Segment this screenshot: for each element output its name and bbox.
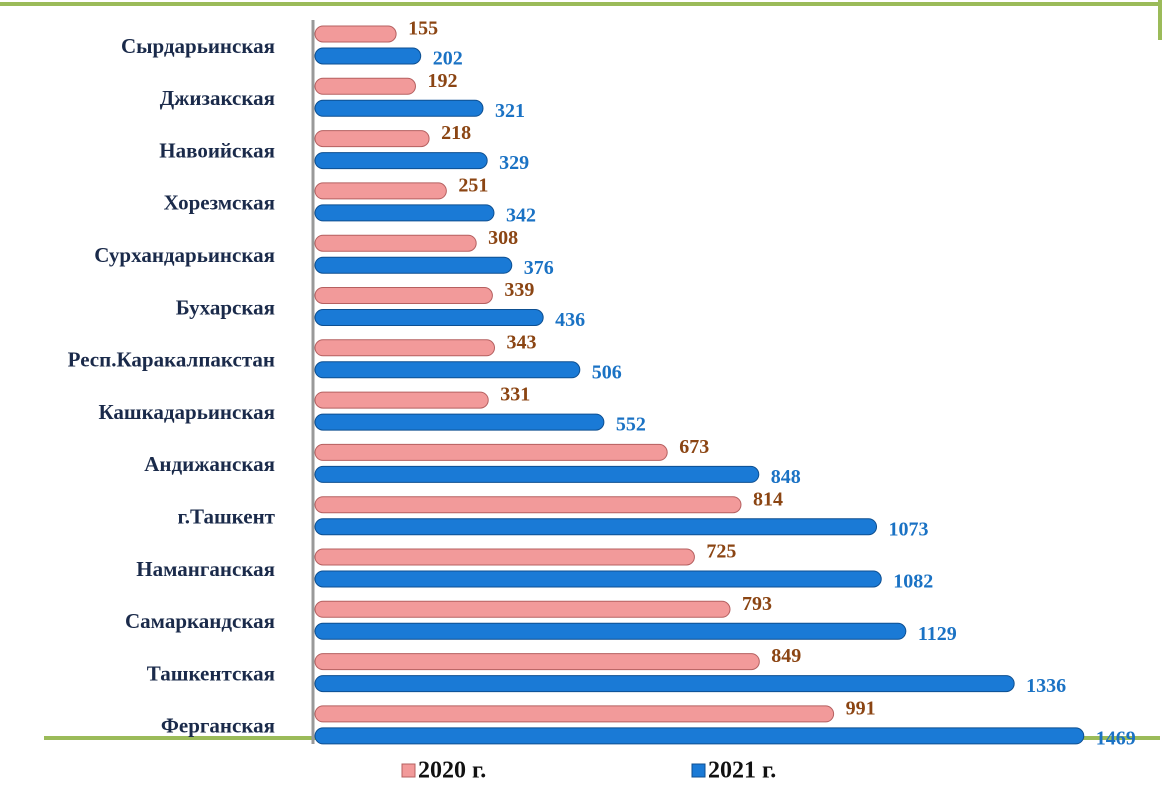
bar	[314, 653, 760, 671]
bar	[314, 77, 416, 95]
value-label: 1073	[889, 518, 929, 540]
value-label: 1129	[918, 623, 957, 645]
bar	[314, 25, 397, 43]
legend-swatch	[691, 763, 706, 778]
value-label: 1336	[1026, 675, 1066, 697]
legend-swatch	[401, 763, 416, 778]
bar	[314, 391, 489, 409]
value-label: 506	[592, 361, 622, 383]
bar	[314, 204, 495, 222]
value-label: 1469	[1096, 727, 1136, 749]
bar	[314, 465, 760, 483]
category-label: Джизакская	[160, 86, 275, 110]
category-label: Андижанская	[144, 452, 275, 476]
bar	[314, 309, 544, 326]
value-label: 991	[846, 697, 876, 719]
value-label: 251	[458, 174, 488, 196]
value-label: 321	[495, 100, 525, 122]
bar	[314, 705, 835, 723]
bar	[314, 182, 447, 200]
bar	[314, 339, 496, 357]
value-label: 848	[771, 466, 801, 488]
value-label: 436	[555, 309, 585, 331]
category-label: Ферганская	[161, 714, 275, 738]
value-label: 202	[433, 48, 463, 70]
bar	[314, 234, 477, 252]
bar	[314, 443, 668, 461]
category-label: Респ.Каракалпакстан	[68, 348, 275, 372]
legend-label: 2021 г.	[708, 758, 776, 784]
category-label: Сырдарьинская	[121, 34, 275, 58]
value-label: 308	[488, 227, 518, 249]
bar	[314, 99, 484, 117]
value-label: 793	[742, 593, 772, 615]
category-label: Сурхандарьинская	[94, 243, 275, 267]
bar	[314, 256, 513, 274]
value-label: 342	[506, 204, 536, 226]
bar	[314, 130, 430, 148]
value-label: 725	[706, 541, 736, 563]
bar	[314, 287, 493, 304]
value-label: 1082	[893, 571, 933, 593]
bar	[314, 727, 1085, 745]
bar	[314, 518, 878, 536]
category-label: Навоийская	[159, 138, 275, 162]
bar	[314, 570, 882, 588]
value-label: 155	[408, 18, 438, 40]
bar	[314, 413, 605, 431]
category-label: Хорезмская	[164, 191, 275, 215]
category-label: Бухарская	[176, 295, 275, 319]
bar	[314, 152, 488, 170]
value-label: 343	[507, 331, 537, 353]
value-label: 339	[504, 279, 534, 301]
bar	[314, 675, 1015, 693]
category-label: Ташкентская	[147, 661, 275, 685]
bar	[314, 622, 907, 640]
value-label: 814	[753, 488, 783, 510]
bar	[314, 548, 695, 566]
category-label: г.Ташкент	[178, 505, 276, 529]
value-label: 552	[616, 414, 646, 436]
legend-label: 2020 г.	[418, 758, 486, 784]
category-label: Самаркандская	[125, 609, 275, 633]
value-label: 218	[441, 122, 471, 144]
value-label: 192	[427, 70, 457, 92]
category-label: Кашкадарьинская	[98, 400, 275, 424]
bar	[314, 496, 742, 514]
value-label: 673	[679, 436, 709, 458]
bar	[314, 600, 731, 618]
value-label: 331	[500, 384, 530, 406]
bar	[314, 47, 422, 65]
value-label: 329	[499, 152, 529, 174]
value-label: 376	[524, 257, 554, 279]
bar	[314, 361, 581, 379]
value-label: 849	[771, 645, 801, 667]
category-label: Наманганская	[136, 557, 275, 581]
